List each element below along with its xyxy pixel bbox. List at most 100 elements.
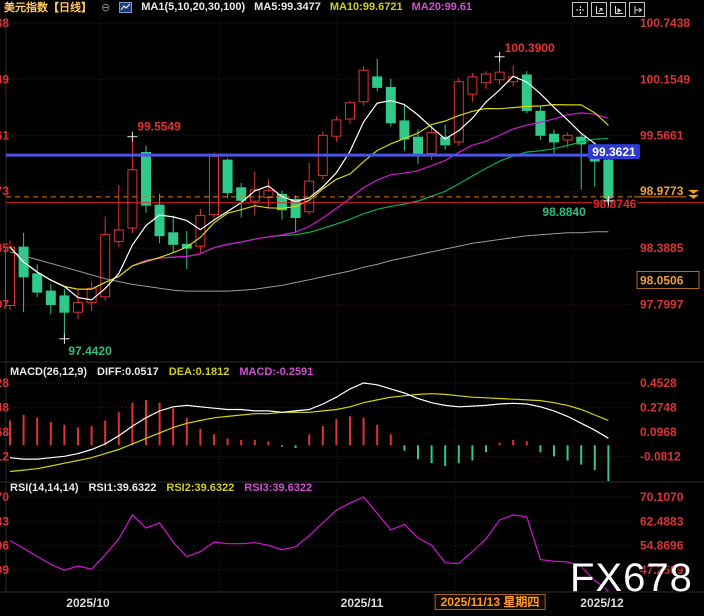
candle bbox=[453, 81, 464, 143]
candle bbox=[521, 74, 532, 111]
candle bbox=[358, 69, 369, 103]
grid bbox=[0, 14, 704, 593]
rsi-axis-label: 47.2509 bbox=[640, 563, 684, 577]
price-annotation: 97.4420 bbox=[68, 344, 112, 358]
candle bbox=[331, 119, 342, 137]
candle bbox=[73, 302, 83, 313]
pan-right-icon[interactable] bbox=[629, 2, 645, 17]
rsi3-value: RSI3:39.6322 bbox=[244, 482, 313, 494]
macd-diff-value: DIFF:0.0517 bbox=[97, 366, 159, 378]
rsi-header: RSI(14,14,14) RSI1:39.6322 RSI2:39.6322 … bbox=[10, 482, 312, 494]
price-annotation: 98.8840 bbox=[542, 205, 586, 219]
candle bbox=[549, 133, 559, 143]
price-axis-label: 97.7997 bbox=[640, 298, 684, 312]
candle bbox=[32, 273, 43, 293]
candle bbox=[426, 131, 437, 154]
macd-params-label: MACD(26,12,9) bbox=[10, 366, 88, 378]
candle bbox=[562, 134, 573, 141]
move-icon[interactable] bbox=[572, 2, 588, 17]
annotations: 99.5549 100.3900 97.4420 98.8840 bbox=[59, 41, 614, 358]
clipped-left-axis-label: 0.2748 bbox=[0, 401, 9, 415]
clipped-left-axis-label: 98.3885 bbox=[0, 241, 9, 255]
rsi-pane bbox=[9, 496, 609, 592]
price-axis-label: 98.0506 bbox=[640, 274, 684, 288]
price-axis-label: 100.1549 bbox=[640, 72, 690, 86]
clipped-left-axis-label: -0.0812 bbox=[0, 450, 9, 464]
candle bbox=[45, 290, 56, 306]
candle bbox=[413, 136, 423, 156]
collapse-icon[interactable]: ⊖ bbox=[101, 1, 111, 14]
candle bbox=[141, 152, 151, 206]
clipped-left-axis-label: 0.4528 bbox=[0, 376, 9, 390]
price-axis-label: 99.5661 bbox=[640, 129, 684, 143]
ma5-value: MA5:99.3477 bbox=[254, 1, 321, 13]
watermark: FX678 bbox=[570, 556, 693, 600]
blue-price-badge-label: 99.3621 bbox=[592, 145, 636, 159]
last-price-label: 98.8746 bbox=[593, 197, 637, 211]
candle bbox=[277, 194, 287, 211]
axis-zoom-in-icon[interactable] bbox=[591, 2, 607, 17]
candle bbox=[209, 155, 219, 216]
candle bbox=[168, 232, 179, 245]
blue-price-badge bbox=[588, 144, 640, 160]
candle bbox=[372, 76, 383, 88]
candle bbox=[440, 136, 451, 146]
candle bbox=[127, 169, 138, 229]
candle bbox=[385, 86, 396, 124]
price-axis-label: 98.3885 bbox=[640, 241, 684, 255]
price-axis-label: 100.7438 bbox=[640, 16, 690, 30]
candle bbox=[494, 71, 505, 81]
candle bbox=[345, 102, 355, 120]
clipped-left-axis-label: 47.2509 bbox=[0, 563, 9, 577]
chart-type-icon[interactable] bbox=[119, 1, 133, 13]
rsi-axis-label: 54.8696 bbox=[640, 539, 684, 553]
candle bbox=[467, 76, 478, 95]
candle bbox=[181, 243, 192, 249]
x-axis-label: 2025/11 bbox=[340, 596, 384, 610]
candle bbox=[113, 229, 124, 242]
macd-axis-label: 0.0968 bbox=[640, 425, 677, 439]
candle bbox=[59, 295, 70, 313]
candle bbox=[222, 159, 233, 194]
candle bbox=[603, 159, 614, 203]
clipped-left-axis-label: 97.7997 bbox=[0, 298, 9, 312]
rsi1-value: RSI1:39.6322 bbox=[88, 482, 157, 494]
macd-pane bbox=[9, 382, 610, 481]
candle bbox=[263, 190, 274, 198]
clipped-left-axis-label: 70.1070 bbox=[0, 490, 9, 504]
clipped-left-axis-label: 98.9773 bbox=[0, 184, 9, 198]
x-axis-label: 2025/12 bbox=[580, 596, 624, 610]
macd-header: MACD(26,12,9) DIFF:0.0517 DEA:0.1812 MAC… bbox=[10, 366, 313, 378]
axis-toolbar bbox=[572, 2, 645, 17]
macd-dea-value: DEA:0.1812 bbox=[168, 366, 230, 378]
rsi-params-label: RSI(14,14,14) bbox=[10, 482, 79, 494]
overlay-lines: 99.3621 98.8746 bbox=[6, 144, 704, 212]
chart-header: 美元指数【日线】 ⊖ MA1(5,10,20,30,100) MA5:99.34… bbox=[4, 0, 472, 14]
clipped-left-axis-label: 100.7438 bbox=[0, 16, 9, 30]
rsi-axis-label: 70.1070 bbox=[640, 490, 684, 504]
clipped-left-axis-label: 99.5661 bbox=[0, 129, 9, 143]
clipped-left-axis-label: 0.0968 bbox=[0, 425, 9, 439]
price-annotation: 100.3900 bbox=[505, 41, 555, 55]
clipped-left-axis-label: 54.8696 bbox=[0, 539, 9, 553]
ma-settings-label: MA1(5,10,20,30,100) bbox=[141, 1, 246, 13]
double-down-arrow-icon bbox=[688, 189, 699, 194]
ma-lines bbox=[9, 75, 609, 301]
candle bbox=[236, 187, 247, 201]
macd-macd-value: MACD:-0.2591 bbox=[239, 366, 314, 378]
candle bbox=[290, 198, 301, 219]
clipped-left-axis-label: 62.4883 bbox=[0, 514, 9, 528]
candle bbox=[195, 215, 206, 247]
ma20-value: MA20:99.61 bbox=[411, 1, 473, 13]
price-axis-label: 98.9773 bbox=[640, 184, 684, 198]
axis-zoom-out-icon[interactable] bbox=[610, 2, 626, 17]
macd-axis-label: 0.4528 bbox=[640, 376, 677, 390]
candle bbox=[154, 204, 165, 237]
candle bbox=[399, 120, 410, 140]
candle bbox=[100, 234, 111, 298]
clipped-left-axis-label: 100.1549 bbox=[0, 72, 9, 86]
price-axis-labels: 100.7438 100.7438 100.1549 100.1549 99.5661 9… bbox=[0, 16, 700, 577]
candle bbox=[481, 73, 491, 84]
